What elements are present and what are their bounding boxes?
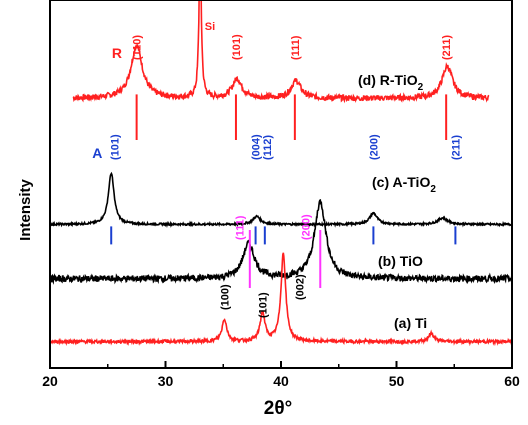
curve-label: (d) R-TiO2 xyxy=(358,72,424,93)
x-axis-ticks: 20 30 40 50 60 xyxy=(42,361,520,389)
x-tick-label: 30 xyxy=(158,373,174,389)
phase-label: R xyxy=(112,45,122,61)
xrd-curve-series-3 xyxy=(49,252,513,347)
peak-label: (004) xyxy=(251,134,263,160)
peak-label: Si xyxy=(205,21,215,33)
x-tick-label: 40 xyxy=(273,373,289,389)
xrd-curve-series-1 xyxy=(49,171,513,229)
peak-label: (211) xyxy=(441,35,453,60)
phase-label: A xyxy=(92,145,102,161)
peak-label: (100) xyxy=(219,284,231,310)
peak-label: (211) xyxy=(450,135,462,160)
curve-label: (c) A-TiO2 xyxy=(372,174,436,195)
peak-label: (101) xyxy=(110,134,122,160)
reference-lines xyxy=(110,94,457,288)
xrd-curve-series-2 xyxy=(49,199,513,285)
x-tick-label: 50 xyxy=(389,373,405,389)
peak-label: (200) xyxy=(300,214,312,240)
peak-label: (002) xyxy=(294,274,306,300)
x-tick-label: 60 xyxy=(504,373,520,389)
y-axis-label: Intensity xyxy=(17,179,34,241)
peak-label: (200) xyxy=(368,134,380,160)
xrd-curves xyxy=(49,0,513,347)
curve-labels: (d) R-TiO2 (c) A-TiO2 (b) TiO (a) Ti xyxy=(358,72,436,331)
peak-label: (111) xyxy=(234,215,246,240)
peak-label: (110) xyxy=(132,35,144,60)
peak-label: (101) xyxy=(258,292,270,318)
peak-label: (101) xyxy=(231,34,243,60)
peak-annotations: R (110) Si (101) (111) (211) A (101) (004) (112) (… xyxy=(92,21,462,318)
curve-label: (a) Ti xyxy=(394,315,427,331)
x-axis-label: 2θ° xyxy=(264,398,292,419)
peak-label: (112) xyxy=(262,135,274,160)
peak-label: (111) xyxy=(290,35,302,60)
xrd-curve-series-0 xyxy=(72,0,490,104)
curve-label: (b) TiO xyxy=(378,253,423,269)
x-tick-label: 20 xyxy=(42,373,58,389)
